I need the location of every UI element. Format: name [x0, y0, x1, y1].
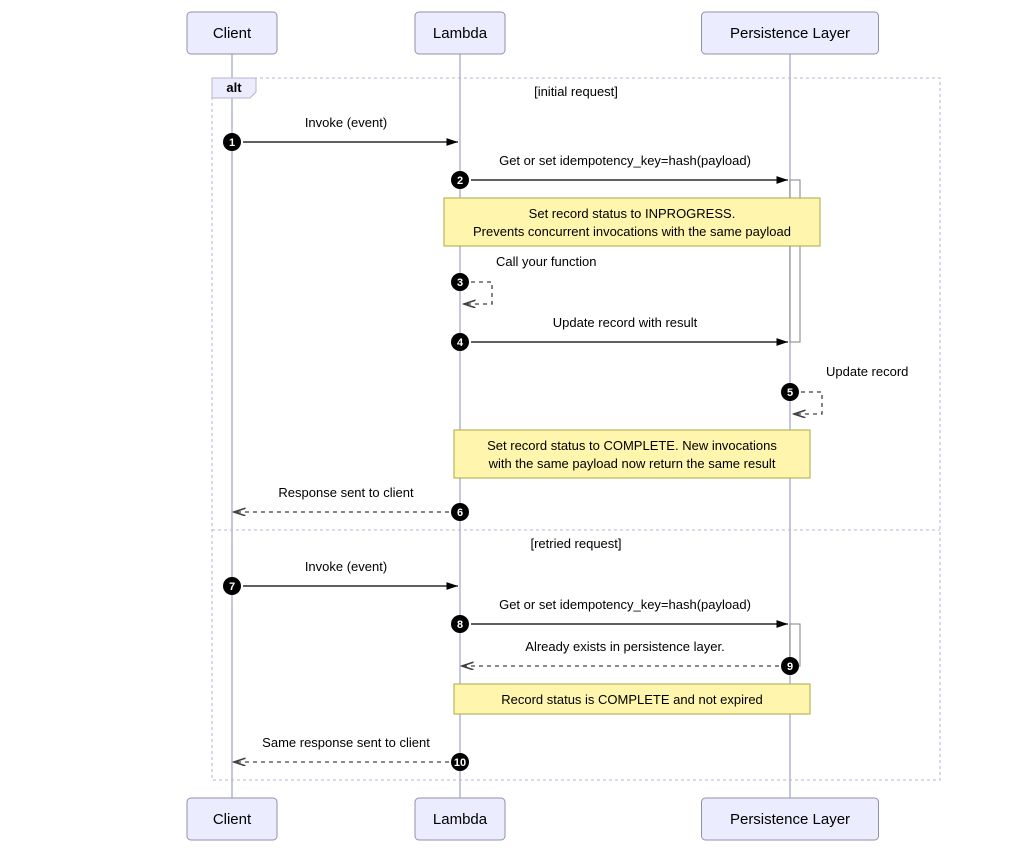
svg-text:Call your function: Call your function	[496, 254, 596, 269]
svg-text:Invoke (event): Invoke (event)	[305, 559, 387, 574]
svg-text:Invoke (event): Invoke (event)	[305, 115, 387, 130]
svg-text:Set record status to COMPLETE.: Set record status to COMPLETE. New invoc…	[487, 438, 777, 453]
svg-text:Get or set idempotency_key=has: Get or set idempotency_key=hash(payload)	[499, 153, 751, 168]
svg-text:Set record status to INPROGRES: Set record status to INPROGRESS.	[529, 206, 736, 221]
svg-text:7: 7	[229, 581, 235, 593]
svg-text:with the same payload now retu: with the same payload now return the sam…	[488, 456, 776, 471]
svg-text:Lambda: Lambda	[433, 25, 488, 42]
svg-text:3: 3	[457, 277, 463, 289]
svg-text:4: 4	[457, 337, 464, 349]
svg-text:Persistence Layer: Persistence Layer	[730, 811, 850, 828]
sequence-diagram: [initial request] [retried request] alt 1 In…	[0, 0, 1024, 854]
svg-text:Same response sent to client: Same response sent to client	[262, 735, 430, 750]
svg-text:1: 1	[229, 137, 235, 149]
svg-text:[initial request]: [initial request]	[534, 84, 618, 99]
svg-text:alt: alt	[226, 80, 242, 95]
svg-text:Client: Client	[213, 25, 252, 42]
svg-text:10: 10	[454, 757, 466, 769]
svg-text:8: 8	[457, 619, 463, 631]
svg-text:Get or set idempotency_key=has: Get or set idempotency_key=hash(payload)	[499, 597, 751, 612]
svg-text:Record status is COMPLETE and: Record status is COMPLETE and not expire…	[501, 692, 763, 707]
svg-text:9: 9	[787, 661, 793, 673]
svg-text:Update record: Update record	[826, 364, 908, 379]
svg-text:Client: Client	[213, 811, 252, 828]
svg-text:Already exists in persistence: Already exists in persistence layer.	[525, 639, 724, 654]
svg-text:5: 5	[787, 387, 793, 399]
svg-text:6: 6	[457, 507, 463, 519]
svg-text:Lambda: Lambda	[433, 811, 488, 828]
svg-text:Response sent to client: Response sent to client	[278, 485, 414, 500]
svg-text:2: 2	[457, 175, 463, 187]
svg-text:Persistence Layer: Persistence Layer	[730, 25, 850, 42]
svg-text:Update record with result: Update record with result	[553, 315, 698, 330]
svg-text:Prevents concurrent invocation: Prevents concurrent invocations with the…	[473, 224, 791, 239]
svg-text:[retried request]: [retried request]	[530, 536, 621, 551]
